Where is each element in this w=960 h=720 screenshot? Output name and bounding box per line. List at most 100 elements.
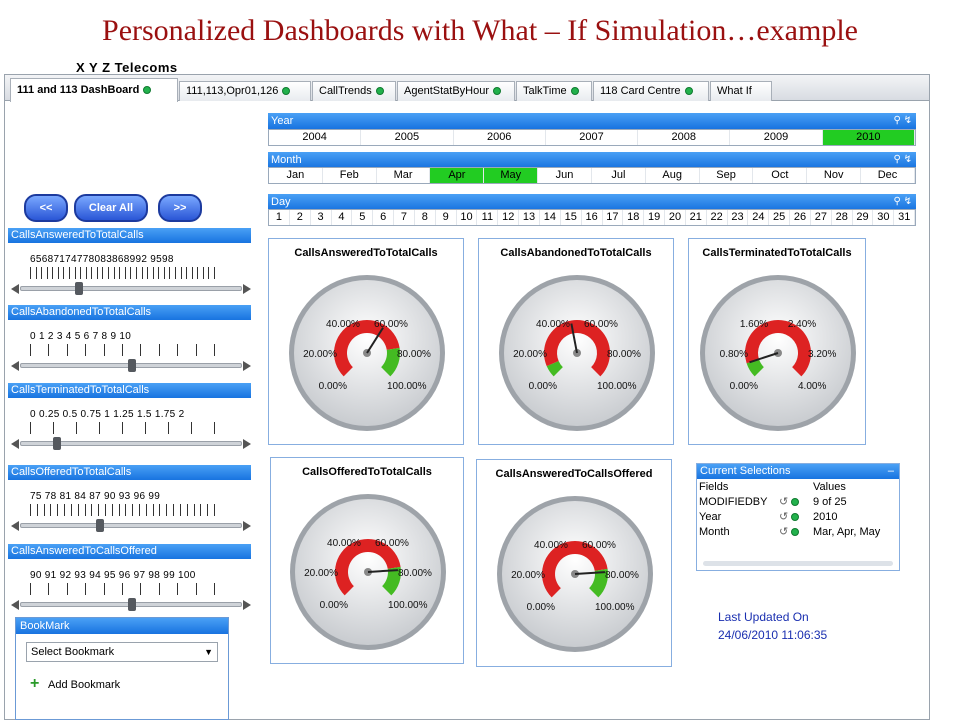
month-option[interactable]: Dec	[861, 168, 915, 183]
arrow-left-icon[interactable]	[11, 284, 19, 294]
month-option[interactable]: Nov	[807, 168, 862, 183]
search-icon[interactable]: ⚲ ↯	[893, 115, 912, 126]
slider-thumb[interactable]	[128, 359, 136, 372]
day-option[interactable]: 19	[644, 210, 666, 225]
day-option[interactable]: 11	[477, 210, 499, 225]
day-option[interactable]: 26	[790, 210, 811, 225]
day-option[interactable]: 12	[498, 210, 520, 225]
arrow-right-icon[interactable]	[243, 600, 251, 610]
clear-selection-icon[interactable]: ↺	[779, 510, 800, 525]
search-icon[interactable]: ⚲ ↯	[893, 154, 912, 165]
day-option[interactable]: 16	[582, 210, 603, 225]
search-icon[interactable]: ⚲ ↯	[893, 196, 912, 207]
day-option[interactable]: 8	[415, 210, 436, 225]
month-option[interactable]: Aug	[646, 168, 700, 183]
minimize-icon[interactable]: –	[887, 465, 894, 477]
day-option[interactable]: 9	[436, 210, 457, 225]
day-option[interactable]: 25	[769, 210, 791, 225]
arrow-left-icon[interactable]	[11, 361, 19, 371]
clear-selection-icon[interactable]: ↺	[779, 525, 800, 540]
month-option[interactable]: Feb	[323, 168, 377, 183]
add-bookmark-button[interactable]: + Add Bookmark	[30, 676, 120, 692]
day-option[interactable]: 2	[290, 210, 311, 225]
day-option[interactable]: 4	[332, 210, 353, 225]
slider-track[interactable]	[11, 282, 251, 295]
day-option[interactable]: 1	[269, 210, 290, 225]
slider-track[interactable]	[11, 437, 251, 450]
day-option[interactable]: 3	[311, 210, 332, 225]
month-option[interactable]: Jul	[592, 168, 646, 183]
day-option[interactable]: 10	[457, 210, 478, 225]
day-option[interactable]: 23	[728, 210, 749, 225]
tab-whatif[interactable]: What If	[710, 81, 772, 101]
year-option[interactable]: 2004	[269, 130, 362, 145]
arrow-left-icon[interactable]	[11, 600, 19, 610]
year-option[interactable]: 2007	[546, 130, 639, 145]
month-option[interactable]: Jun	[538, 168, 592, 183]
day-option[interactable]: 30	[873, 210, 895, 225]
month-option[interactable]: Apr	[430, 168, 485, 183]
arrow-right-icon[interactable]	[243, 361, 251, 371]
back-button[interactable]: <<	[24, 194, 68, 222]
slider-tick	[103, 344, 105, 356]
day-option[interactable]: 24	[748, 210, 770, 225]
horizontal-scrollbar[interactable]	[703, 561, 893, 566]
day-option[interactable]: 14	[540, 210, 561, 225]
day-option[interactable]: 21	[686, 210, 707, 225]
clear-all-button[interactable]: Clear All	[74, 194, 148, 222]
day-option[interactable]: 15	[561, 210, 582, 225]
day-option[interactable]: 7	[394, 210, 415, 225]
tab-calltrends[interactable]: CallTrends	[312, 81, 396, 101]
year-option[interactable]: 2009	[730, 130, 823, 145]
month-option[interactable]: Sep	[700, 168, 754, 183]
day-option[interactable]: 27	[811, 210, 832, 225]
tab-agentstat[interactable]: AgentStatByHour	[397, 81, 515, 101]
slider-title: CallsOfferedToTotalCalls	[8, 465, 251, 480]
slider-tick	[186, 504, 188, 516]
tab-cardcentre[interactable]: 118 Card Centre	[593, 81, 709, 101]
arrow-right-icon[interactable]	[243, 439, 251, 449]
day-option[interactable]: 20	[665, 210, 686, 225]
tab-dashboard[interactable]: 111 and 113 DashBoard	[10, 78, 178, 102]
tab-talktime[interactable]: TalkTime	[516, 81, 592, 101]
clear-selection-icon[interactable]: ↺	[779, 495, 800, 510]
day-option[interactable]: 6	[373, 210, 395, 225]
slider-track[interactable]	[11, 598, 251, 611]
year-option[interactable]: 2010	[822, 130, 915, 145]
day-option[interactable]: 17	[603, 210, 624, 225]
slider-scale-labels: 75 78 81 84 87 90 93 96 99	[30, 491, 161, 502]
selection-value: Mar, Apr, May	[813, 526, 881, 538]
gauge-scale-label: 40.00%	[326, 319, 360, 330]
tab-opr[interactable]: 111,113,Opr01,126	[179, 81, 311, 101]
year-option[interactable]: 2008	[638, 130, 731, 145]
day-option[interactable]: 22	[707, 210, 728, 225]
bookmark-select[interactable]: Select Bookmark ▼	[26, 642, 218, 662]
month-option[interactable]: May	[484, 168, 539, 183]
day-option[interactable]: 31	[894, 210, 916, 225]
day-option[interactable]: 5	[352, 210, 374, 225]
day-option[interactable]: 13	[519, 210, 540, 225]
month-option[interactable]: Oct	[753, 168, 808, 183]
gauge-scale-label: 60.00%	[582, 540, 616, 551]
month-option[interactable]: Mar	[377, 168, 431, 183]
slider-thumb[interactable]	[128, 598, 136, 611]
arrow-left-icon[interactable]	[11, 439, 19, 449]
arrow-left-icon[interactable]	[11, 521, 19, 531]
slider-thumb[interactable]	[53, 437, 62, 450]
forward-button[interactable]: >>	[158, 194, 202, 222]
slider-thumb[interactable]	[95, 519, 104, 532]
year-option[interactable]: 2006	[454, 130, 546, 145]
slider-thumb[interactable]	[74, 282, 83, 295]
day-option[interactable]: 18	[623, 210, 645, 225]
day-option[interactable]: 29	[853, 210, 874, 225]
arrow-right-icon[interactable]	[243, 521, 251, 531]
slider-track[interactable]	[11, 519, 251, 532]
gauge-terminated: 0.00% 0.80% 1.60% 2.40% 3.20% 4.00%	[700, 275, 856, 431]
year-option[interactable]: 2005	[361, 130, 454, 145]
status-dot-icon	[375, 87, 384, 96]
slider-tick	[168, 422, 169, 434]
day-option[interactable]: 28	[832, 210, 853, 225]
month-option[interactable]: Jan	[269, 168, 323, 183]
arrow-right-icon[interactable]	[243, 284, 251, 294]
slider-track[interactable]	[11, 359, 251, 372]
